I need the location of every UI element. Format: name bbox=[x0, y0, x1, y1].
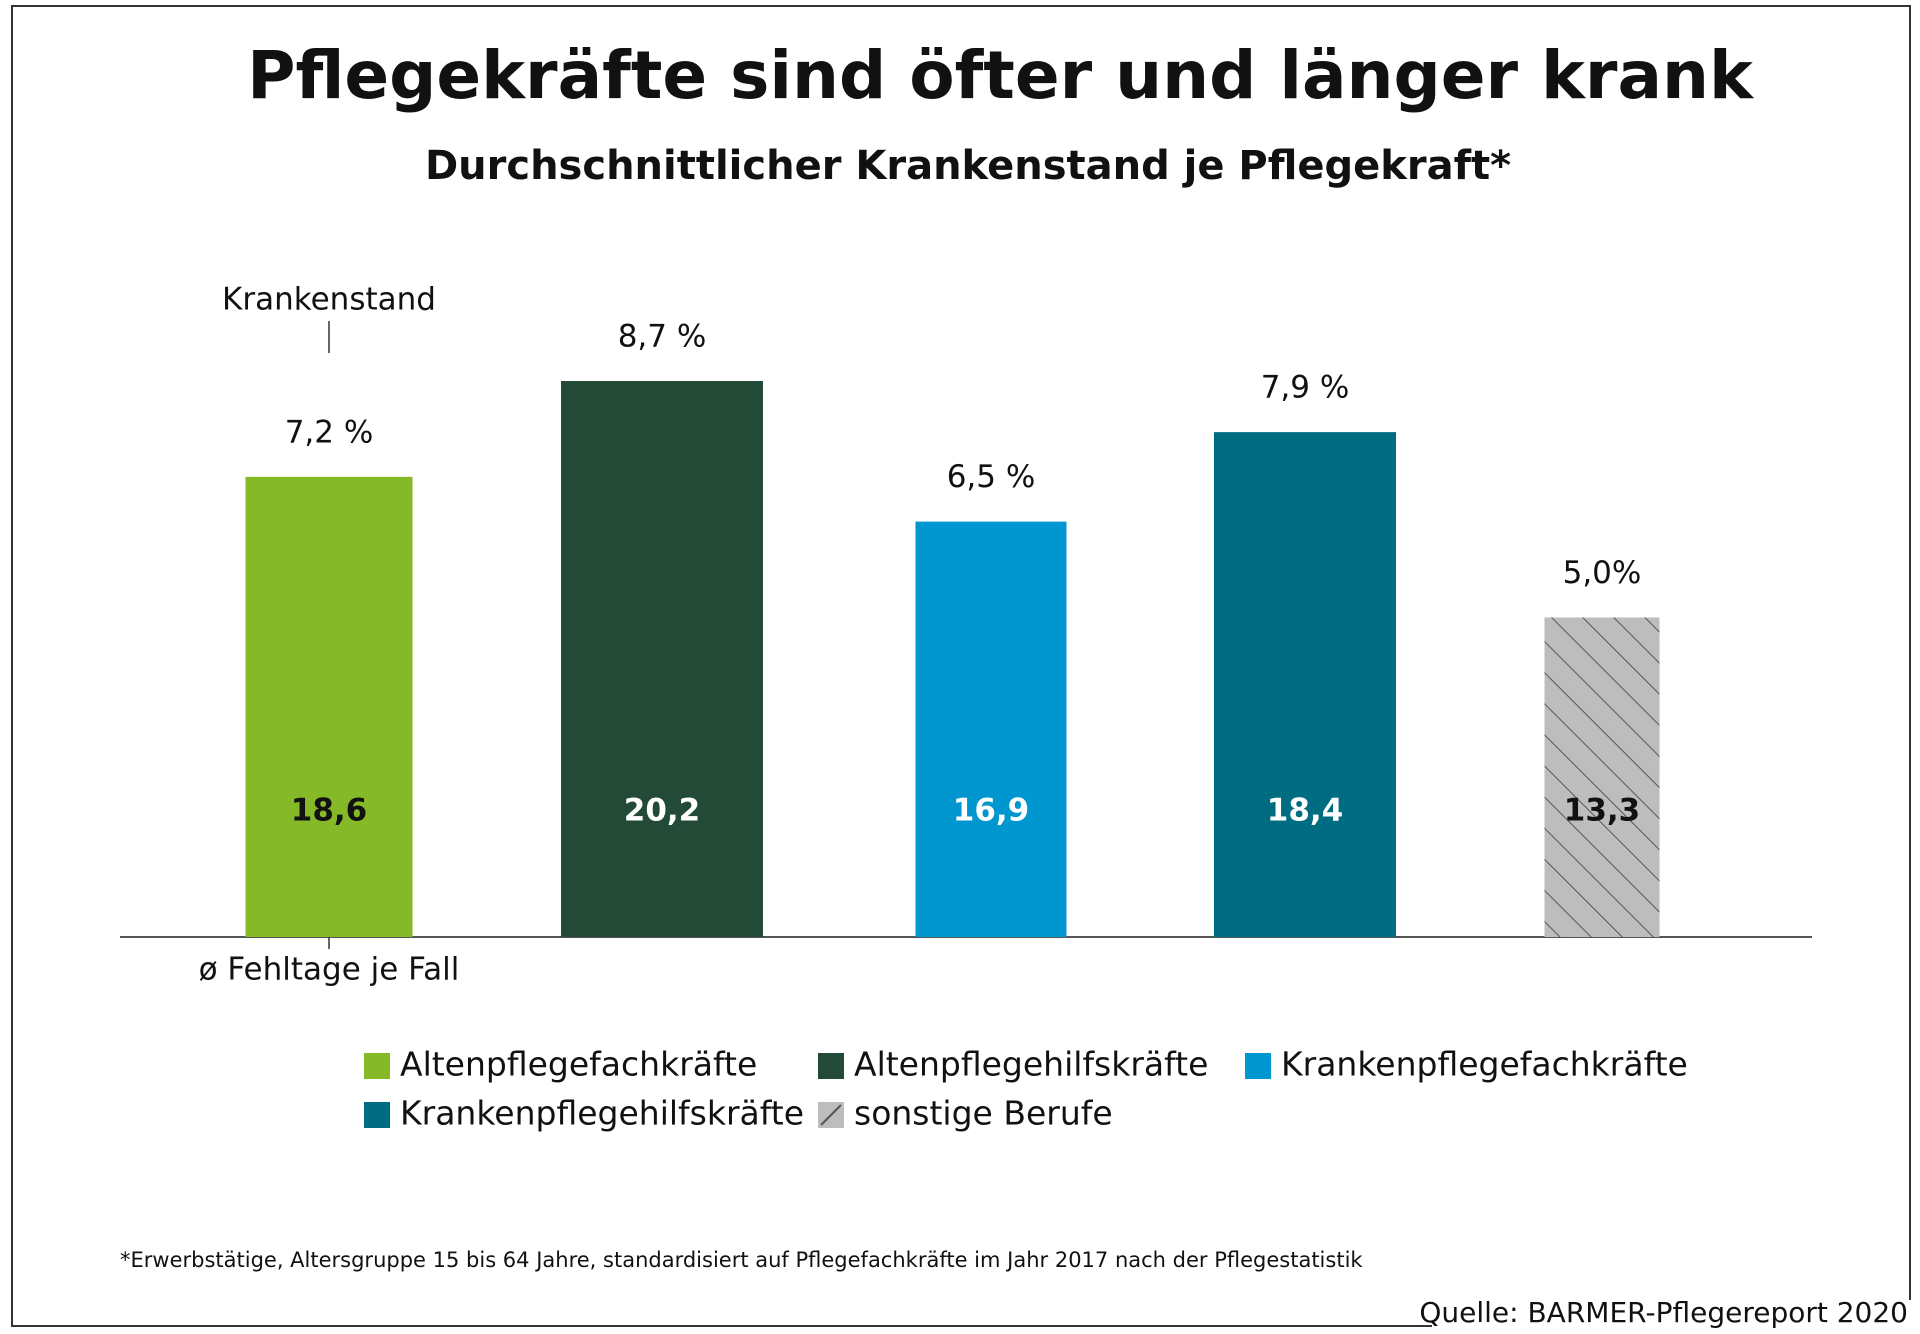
legend-label: Krankenpflegehilfskräfte bbox=[400, 1094, 804, 1133]
value-label: 5,0% bbox=[1563, 555, 1642, 591]
legend-swatch bbox=[818, 1053, 844, 1079]
source: Quelle: BARMER-Pflegereport 2020 bbox=[1419, 1296, 1908, 1329]
legend-label: Altenpflegefachkräfte bbox=[400, 1045, 757, 1084]
chart-title: Pflegekräfte sind öfter und länger krank bbox=[247, 37, 1755, 114]
inner-label: 18,6 bbox=[291, 793, 368, 829]
footnote: *Erwerbstätige, Altersgruppe 15 bis 64 J… bbox=[120, 1248, 1363, 1272]
value-label: 8,7 % bbox=[618, 319, 707, 355]
legend-hatch bbox=[820, 1104, 842, 1126]
inner-label: 13,3 bbox=[1564, 793, 1641, 829]
legend-label: Krankenpflegefachkräfte bbox=[1281, 1045, 1688, 1084]
frame bbox=[11, 5, 1911, 1327]
annotation: Krankenstand bbox=[222, 282, 436, 318]
value-label: 6,5 % bbox=[947, 459, 1036, 495]
legend-label: sonstige Berufe bbox=[854, 1094, 1113, 1133]
bar bbox=[561, 381, 763, 937]
bar bbox=[1544, 617, 1660, 937]
annotation: ø Fehltage je Fall bbox=[199, 952, 460, 988]
bar bbox=[245, 476, 413, 937]
legend-swatch bbox=[364, 1102, 390, 1128]
legend-swatch bbox=[364, 1053, 390, 1079]
inner-label: 20,2 bbox=[624, 793, 701, 829]
bar bbox=[1214, 432, 1396, 937]
inner-label: 16,9 bbox=[953, 793, 1030, 829]
value-label: 7,2 % bbox=[285, 414, 374, 450]
legend-swatch bbox=[1245, 1053, 1271, 1079]
value-label: 7,9 % bbox=[1261, 370, 1350, 406]
bar bbox=[915, 521, 1067, 937]
legend-label: Altenpflegehilfskräfte bbox=[854, 1045, 1208, 1084]
inner-label: 18,4 bbox=[1267, 793, 1344, 829]
chart-subtitle: Durchschnittlicher Krankenstand je Pfleg… bbox=[425, 143, 1511, 189]
